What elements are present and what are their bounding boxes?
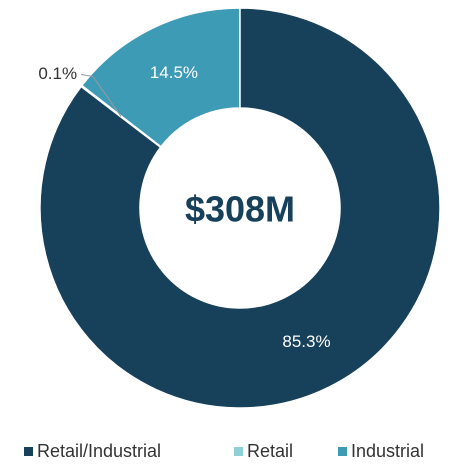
legend-label: Retail/Industrial xyxy=(37,441,161,461)
legend-swatch xyxy=(234,447,243,456)
data-label: 14.5% xyxy=(150,63,198,82)
leader-line xyxy=(81,74,122,117)
legend-swatch xyxy=(338,447,347,456)
slice xyxy=(80,7,241,148)
center-label: $308M xyxy=(185,189,295,230)
legend-label: Industrial xyxy=(351,441,424,461)
legend-swatch xyxy=(24,447,33,456)
data-label: 0.1% xyxy=(38,64,77,83)
legend-label: Retail xyxy=(247,441,293,461)
slice xyxy=(39,7,441,409)
data-label: 85.3% xyxy=(282,332,330,351)
